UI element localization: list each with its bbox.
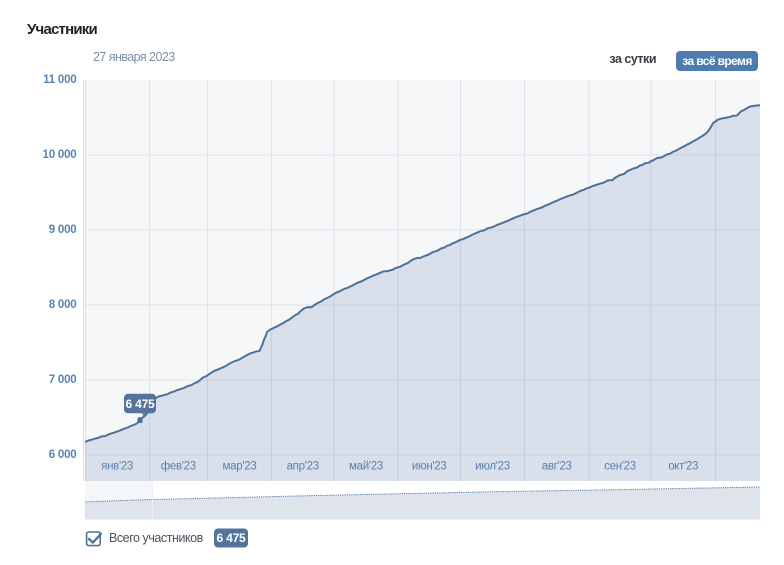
svg-text:июн'23: июн'23 (412, 461, 447, 473)
svg-text:6 000: 6 000 (49, 449, 77, 461)
svg-text:11 000: 11 000 (43, 74, 76, 86)
svg-text:фев'23: фев'23 (161, 461, 196, 473)
svg-text:авг'23: авг'23 (542, 461, 572, 473)
svg-text:10 000: 10 000 (43, 149, 77, 161)
svg-text:сен'23: сен'23 (604, 461, 636, 473)
svg-text:окт'23: окт'23 (668, 461, 698, 473)
svg-text:янв'23: янв'23 (101, 461, 133, 473)
svg-text:7 000: 7 000 (49, 374, 77, 386)
svg-text:мар'23: мар'23 (223, 461, 257, 473)
svg-text:апр'23: апр'23 (287, 461, 319, 473)
svg-text:май'23: май'23 (349, 461, 383, 473)
svg-text:6 475: 6 475 (216, 531, 246, 545)
svg-text:6 475: 6 475 (125, 397, 155, 411)
svg-text:9 000: 9 000 (49, 224, 77, 236)
svg-text:июл'23: июл'23 (475, 461, 510, 473)
svg-text:8 000: 8 000 (49, 299, 77, 311)
